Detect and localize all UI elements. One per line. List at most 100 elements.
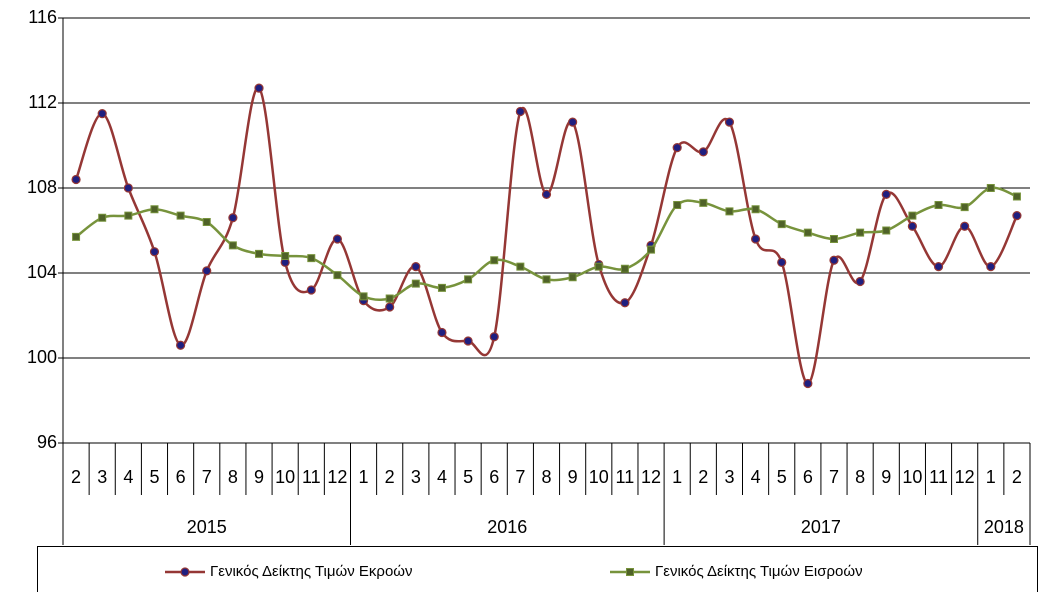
point xyxy=(123,183,133,193)
x-tick-label: 1 xyxy=(986,467,996,487)
point xyxy=(515,106,525,117)
point xyxy=(960,221,970,231)
point xyxy=(124,211,133,220)
point xyxy=(620,298,630,308)
x-tick-label: 4 xyxy=(123,467,133,487)
point xyxy=(699,198,708,207)
point xyxy=(751,205,760,214)
point xyxy=(568,273,577,282)
legend-marker xyxy=(180,567,190,577)
point xyxy=(881,189,891,199)
x-tick-label: 2 xyxy=(1012,467,1022,487)
legend-label: Γενικός Δείκτης Τιμών Εκροών xyxy=(210,563,413,580)
x-tick-label: 1 xyxy=(672,467,682,487)
point xyxy=(254,83,264,93)
point xyxy=(333,271,342,280)
point xyxy=(933,262,944,272)
point xyxy=(986,184,995,192)
y-tick-label: 112 xyxy=(28,92,57,112)
point xyxy=(71,174,81,185)
point xyxy=(907,221,917,231)
x-tick-label: 10 xyxy=(275,467,295,487)
y-tick-label: 100 xyxy=(27,347,57,367)
x-tick-label: 12 xyxy=(327,467,347,487)
year-label: 2016 xyxy=(487,517,527,537)
point xyxy=(724,117,735,127)
point xyxy=(385,302,395,312)
point xyxy=(332,234,343,244)
x-tick-label: 3 xyxy=(97,467,107,487)
point xyxy=(359,292,368,301)
point xyxy=(411,279,420,288)
point xyxy=(176,211,185,220)
point xyxy=(98,213,107,222)
x-tick-label: 4 xyxy=(437,467,447,487)
point xyxy=(673,201,682,209)
point xyxy=(490,256,499,265)
x-tick-label: 3 xyxy=(411,467,421,487)
point xyxy=(228,213,238,223)
x-tick-label: 7 xyxy=(202,467,212,487)
x-tick-label: 9 xyxy=(568,467,578,487)
point xyxy=(568,117,578,127)
point xyxy=(281,252,290,260)
x-tick-label: 10 xyxy=(902,467,922,487)
year-label: 2017 xyxy=(801,517,841,537)
point xyxy=(463,336,473,346)
point xyxy=(72,232,81,241)
year-label: 2015 xyxy=(187,517,227,537)
y-tick-label: 96 xyxy=(37,432,57,452)
x-tick-label: 8 xyxy=(541,467,551,487)
point xyxy=(1012,192,1021,201)
point xyxy=(516,262,525,271)
legend-label: Γενικός Δείκτης Τιμών Εισροών xyxy=(655,563,863,580)
point xyxy=(385,294,394,303)
point xyxy=(934,201,943,209)
x-tick-label: 11 xyxy=(302,467,321,487)
point xyxy=(777,220,786,229)
point xyxy=(437,283,446,292)
point xyxy=(464,275,473,284)
point xyxy=(855,276,865,287)
x-tick-label: 2 xyxy=(71,467,81,487)
x-tick-label: 6 xyxy=(489,467,499,487)
x-tick-label: 7 xyxy=(829,467,839,487)
point xyxy=(594,262,603,271)
point xyxy=(829,255,839,265)
x-tick-label: 9 xyxy=(254,467,264,487)
point xyxy=(202,218,211,226)
point xyxy=(306,285,316,295)
point xyxy=(541,189,552,199)
year-label: 2018 xyxy=(984,517,1024,537)
point xyxy=(176,340,186,350)
y-tick-label: 116 xyxy=(28,7,57,27)
x-tick-label: 8 xyxy=(228,467,238,487)
point xyxy=(698,147,708,157)
point xyxy=(255,249,264,258)
point xyxy=(149,247,160,257)
point xyxy=(150,205,159,214)
x-tick-label: 2 xyxy=(385,467,395,487)
x-tick-label: 4 xyxy=(751,467,761,487)
point xyxy=(777,257,787,267)
point xyxy=(725,207,734,216)
point xyxy=(829,235,838,243)
x-tick-label: 11 xyxy=(616,467,635,487)
y-tick-label: 104 xyxy=(27,262,57,282)
point xyxy=(803,378,813,389)
x-tick-label: 5 xyxy=(149,467,159,487)
point xyxy=(307,254,316,263)
x-tick-label: 3 xyxy=(724,467,734,487)
x-tick-label: 12 xyxy=(641,467,661,487)
x-tick-label: 6 xyxy=(176,467,186,487)
point xyxy=(437,327,447,338)
point xyxy=(1012,211,1022,221)
point xyxy=(856,228,865,237)
x-tick-label: 10 xyxy=(589,467,609,487)
x-tick-label: 5 xyxy=(777,467,787,487)
point xyxy=(672,143,682,153)
legend-marker xyxy=(626,568,634,576)
x-tick-label: 7 xyxy=(515,467,525,487)
point xyxy=(489,332,499,342)
x-tick-label: 12 xyxy=(955,467,975,487)
